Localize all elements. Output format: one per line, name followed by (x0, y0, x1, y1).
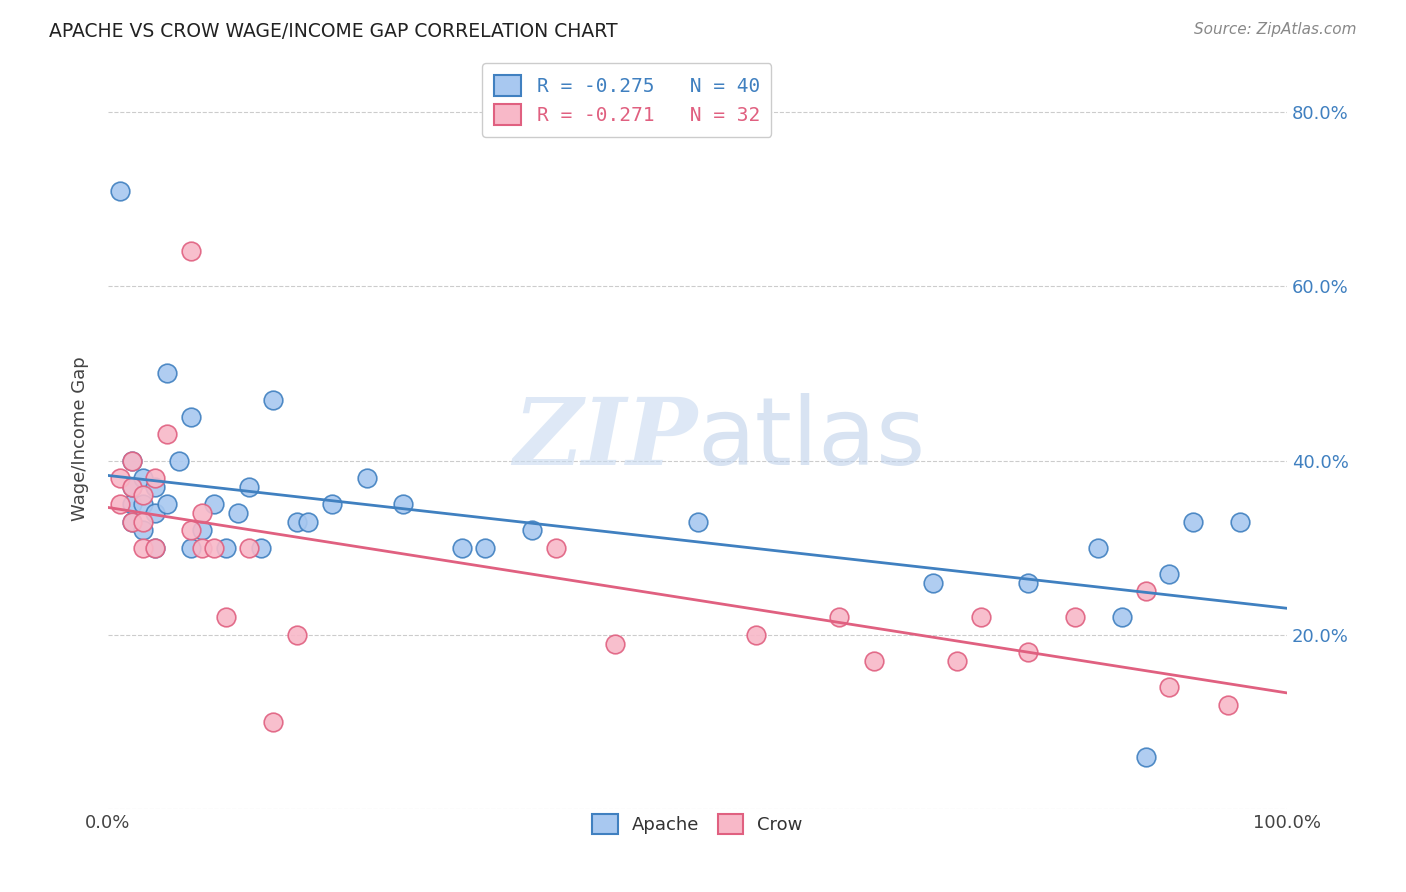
Point (238, 480, 260, 494)
Point (132, 497, 155, 511)
Point (215, 610, 238, 624)
Point (108, 497, 131, 511)
Point (1159, 680, 1181, 694)
Point (215, 541, 238, 555)
Point (143, 506, 166, 520)
Point (828, 610, 851, 624)
Point (450, 541, 472, 555)
Text: atlas: atlas (697, 392, 925, 485)
Point (1181, 515, 1204, 529)
Point (108, 184, 131, 198)
Point (686, 515, 709, 529)
Point (1229, 515, 1251, 529)
Point (1135, 584, 1157, 599)
Point (474, 541, 496, 555)
Point (946, 654, 969, 668)
Point (108, 471, 131, 485)
Legend: Apache, Crow: Apache, Crow (582, 803, 814, 845)
Point (1216, 698, 1239, 712)
Point (143, 541, 166, 555)
Point (132, 471, 155, 485)
Point (1087, 541, 1109, 555)
Point (863, 654, 886, 668)
Point (121, 480, 143, 494)
Point (1017, 645, 1039, 659)
Text: ZIP: ZIP (513, 394, 697, 483)
Text: APACHE VS CROW WAGE/INCOME GAP CORRELATION CHART: APACHE VS CROW WAGE/INCOME GAP CORRELATI… (49, 22, 617, 41)
Point (321, 497, 343, 511)
Point (391, 497, 413, 511)
Point (132, 488, 155, 502)
Point (156, 367, 179, 381)
Point (180, 410, 202, 425)
Point (250, 541, 273, 555)
Point (180, 244, 202, 259)
Point (132, 541, 155, 555)
Point (285, 628, 308, 642)
Point (202, 541, 225, 555)
Point (238, 541, 260, 555)
Point (167, 453, 190, 467)
Point (121, 515, 143, 529)
Y-axis label: Wage/Income Gap: Wage/Income Gap (72, 357, 89, 521)
Point (180, 541, 202, 555)
Point (121, 497, 143, 511)
Point (1159, 566, 1181, 581)
Point (143, 471, 166, 485)
Point (191, 506, 214, 520)
Point (180, 524, 202, 538)
Point (121, 453, 143, 467)
Point (143, 541, 166, 555)
Point (603, 637, 626, 651)
Point (191, 541, 214, 555)
Point (1135, 749, 1157, 764)
Point (745, 628, 768, 642)
Point (544, 541, 567, 555)
Point (121, 480, 143, 494)
Point (1063, 610, 1085, 624)
Point (969, 610, 991, 624)
Point (156, 497, 179, 511)
Point (262, 714, 284, 729)
Text: Source: ZipAtlas.com: Source: ZipAtlas.com (1194, 22, 1357, 37)
Point (285, 515, 308, 529)
Point (121, 515, 143, 529)
Point (191, 524, 214, 538)
Point (922, 575, 945, 590)
Point (143, 480, 166, 494)
Point (1017, 575, 1039, 590)
Point (121, 453, 143, 467)
Point (262, 392, 284, 407)
Point (202, 497, 225, 511)
Point (156, 427, 179, 442)
Point (356, 471, 378, 485)
Point (297, 515, 319, 529)
Point (522, 524, 544, 538)
Point (226, 506, 249, 520)
Point (132, 515, 155, 529)
Point (1111, 610, 1133, 624)
Point (132, 524, 155, 538)
